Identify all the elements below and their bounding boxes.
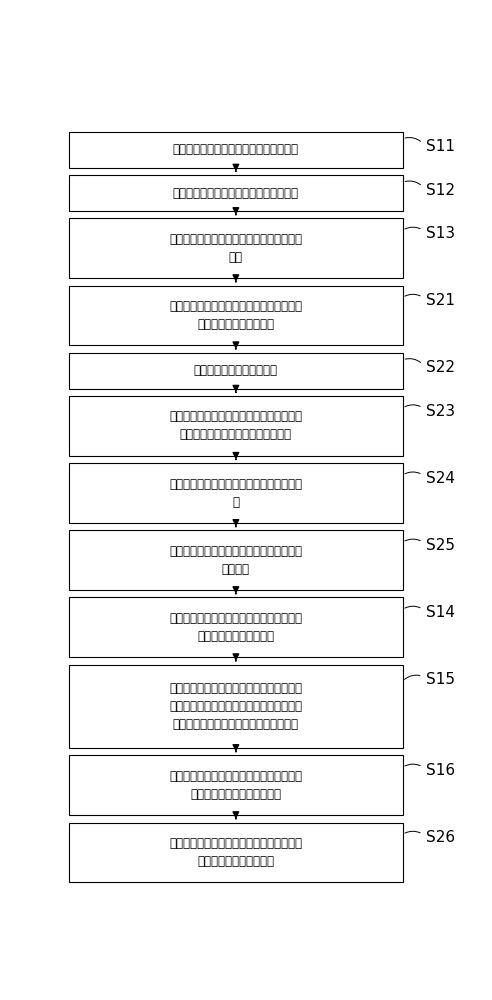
Text: 限位撞尺撞到限位开关，使限位开关闭合: 限位撞尺撞到限位开关，使限位开关闭合 [173, 187, 299, 200]
Bar [69, 175, 402, 211]
Text: S12: S12 [426, 183, 455, 198]
Bar [69, 286, 402, 345]
Text: S26: S26 [426, 830, 455, 845]
Bar [69, 132, 402, 168]
Text: S15: S15 [426, 672, 455, 687]
Text: 测距仪测量铁水罐的渣面距离值，并将所述
渣面距离值输出至控制器: 测距仪测量铁水罐的渣面距离值，并将所述 渣面距离值输出至控制器 [169, 300, 303, 331]
Bar [69, 463, 402, 523]
Text: S13: S13 [426, 226, 455, 241]
Bar [69, 823, 402, 882]
Text: S14: S14 [426, 605, 455, 620]
Text: 控制器获取所述渣面距离值: 控制器获取所述渣面距离值 [194, 364, 278, 377]
Text: 控制器将预存储的铁水罐罐深与铁水净空求
差，得到当前铁水罐铁水深度: 控制器将预存储的铁水罐罐深与铁水净空求 差，得到当前铁水罐铁水深度 [169, 770, 303, 801]
Bar [69, 665, 402, 748]
Text: 当铁水罐中的铁水拔渣完后，控制器再次控
制铁水罐倾翻台车运行到所述测量位: 当铁水罐中的铁水拔渣完后，控制器再次控 制铁水罐倾翻台车运行到所述测量位 [169, 410, 303, 441]
Text: S25: S25 [426, 538, 455, 553]
Text: 控制器控制铁水罐倾翻台车运行到测量位: 控制器控制铁水罐倾翻台车运行到测量位 [173, 143, 299, 156]
Bar [69, 597, 402, 657]
Bar [69, 218, 402, 278]
Text: 控制器以限位开关闭合为触发信号，开启测
距仪: 控制器以限位开关闭合为触发信号，开启测 距仪 [169, 233, 303, 264]
Bar [69, 530, 402, 590]
Text: S22: S22 [426, 360, 455, 375]
Text: S24: S24 [426, 471, 455, 486]
Text: 限位撞尺撞到限位开关，使限位开关再次闭
合: 限位撞尺撞到限位开关，使限位开关再次闭 合 [169, 478, 303, 509]
Bar [69, 353, 402, 389]
Text: S23: S23 [426, 404, 455, 419]
Bar [69, 396, 402, 456]
Text: 控制器将所述液面距离值和所述渣面距离值
求差，得到铁水罐中渣厚: 控制器将所述液面距离值和所述渣面距离值 求差，得到铁水罐中渣厚 [169, 837, 303, 868]
Text: S21: S21 [426, 293, 455, 308]
Text: S16: S16 [426, 763, 455, 778]
Bar [69, 755, 402, 815]
Text: 测距仪测量铁水罐的液面距离值，并将所述
液面距离值输出至控制器: 测距仪测量铁水罐的液面距离值，并将所述 液面距离值输出至控制器 [169, 612, 303, 643]
Text: S11: S11 [426, 139, 455, 154]
Text: 控制器获取所述液面距离值，并将预存储的
测距仪与铁水罐罐顶的垂直距离值与所述液
面距离值求差，得到当前铁水罐铁水净空: 控制器获取所述液面距离值，并将预存储的 测距仪与铁水罐罐顶的垂直距离值与所述液 … [169, 682, 303, 731]
Text: 控制器以限位开关闭合为触发信号，再次开
启测距仪: 控制器以限位开关闭合为触发信号，再次开 启测距仪 [169, 545, 303, 576]
